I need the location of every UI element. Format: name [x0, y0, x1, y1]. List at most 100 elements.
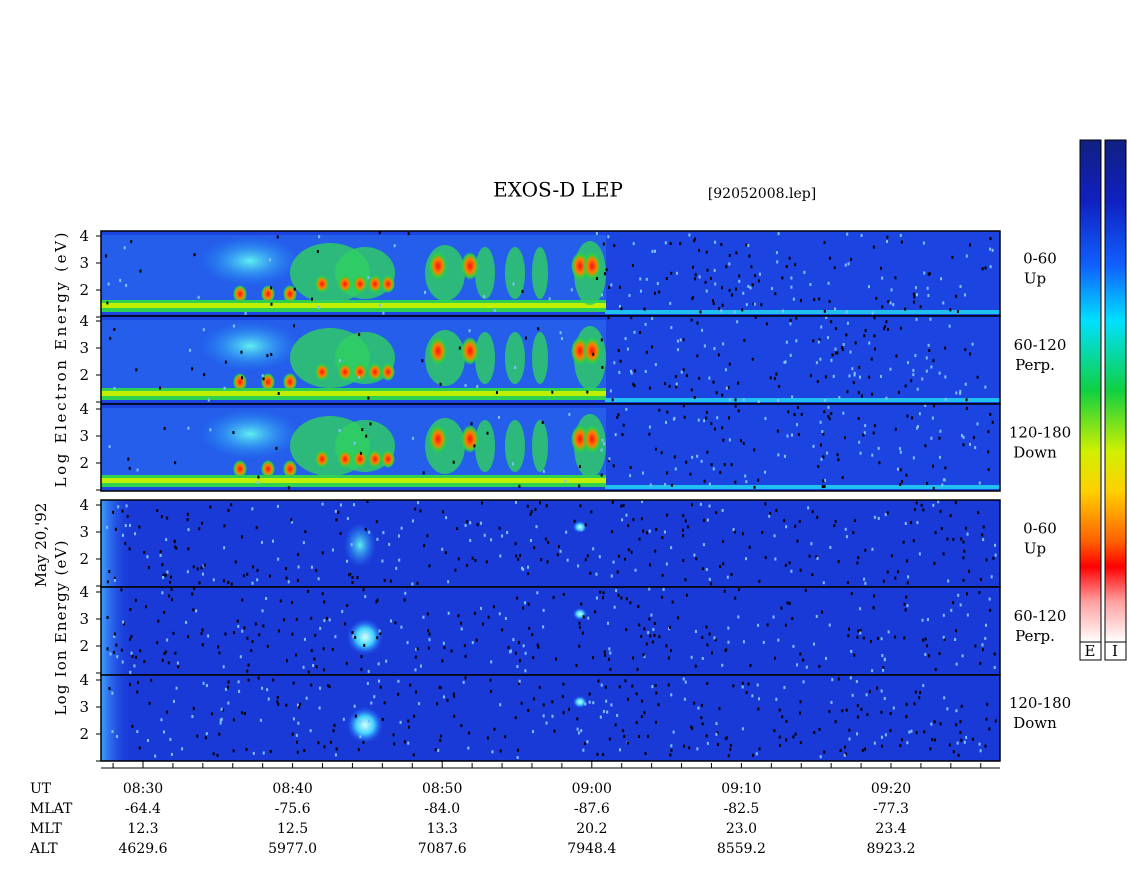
- noise: [514, 542, 517, 546]
- noise: [113, 634, 116, 638]
- noise: [295, 740, 298, 744]
- noise: [827, 281, 830, 285]
- noise: [727, 386, 730, 390]
- panel-background: [101, 675, 1000, 761]
- noise: [163, 652, 166, 656]
- noise: [706, 741, 709, 745]
- noise: [774, 656, 777, 660]
- noise: [904, 307, 907, 311]
- noise: [959, 731, 962, 735]
- noise: [230, 503, 233, 507]
- noise: [744, 474, 747, 478]
- noise: [776, 260, 779, 264]
- noise: [845, 535, 848, 539]
- noise: [366, 682, 369, 686]
- noise: [663, 382, 666, 386]
- noise: [398, 558, 401, 562]
- noise: [504, 735, 507, 739]
- noise: [961, 654, 964, 658]
- noise: [232, 718, 235, 722]
- row-value: 09:00: [572, 781, 612, 797]
- noise: [969, 442, 972, 446]
- band: [605, 485, 1000, 489]
- noise: [964, 293, 967, 297]
- row-value: 20.2: [576, 821, 607, 837]
- noise: [799, 568, 802, 572]
- noise: [880, 744, 883, 748]
- noise: [923, 730, 926, 734]
- noise: [685, 460, 688, 464]
- noise: [304, 530, 307, 534]
- noise: [240, 535, 243, 539]
- noise: [910, 379, 913, 383]
- noise: [232, 631, 235, 635]
- noise: [349, 572, 352, 576]
- noise: [173, 540, 176, 544]
- noise: [189, 348, 192, 352]
- noise: [924, 444, 927, 448]
- noise: [466, 563, 469, 567]
- noise: [677, 616, 680, 620]
- noise: [603, 653, 606, 657]
- noise: [317, 577, 320, 581]
- noise: [873, 316, 876, 320]
- noise: [726, 575, 729, 579]
- noise: [271, 539, 274, 543]
- noise: [857, 556, 860, 560]
- noise: [695, 557, 698, 561]
- noise: [830, 700, 833, 704]
- noise: [807, 506, 810, 510]
- noise: [616, 713, 619, 717]
- noise: [170, 598, 173, 602]
- noise: [677, 348, 680, 352]
- noise: [778, 384, 781, 388]
- noise: [325, 616, 328, 620]
- noise: [843, 753, 846, 757]
- noise: [309, 729, 312, 733]
- noise: [483, 533, 486, 537]
- row-value: 09:20: [871, 781, 911, 797]
- noise: [702, 518, 705, 522]
- noise: [106, 525, 109, 529]
- noise: [790, 285, 793, 289]
- noise: [699, 502, 702, 506]
- noise: [603, 650, 606, 654]
- noise: [741, 727, 744, 731]
- noise: [665, 644, 668, 648]
- noise: [760, 303, 763, 307]
- feature: [532, 332, 548, 384]
- noise: [626, 741, 629, 745]
- noise: [828, 417, 831, 421]
- noise: [411, 582, 414, 586]
- noise: [106, 580, 109, 584]
- noise: [675, 382, 678, 386]
- noise: [312, 663, 315, 667]
- noise: [753, 448, 756, 452]
- noise: [303, 748, 306, 752]
- noise: [883, 325, 886, 329]
- noise: [661, 535, 664, 539]
- noise: [456, 527, 459, 531]
- noise: [237, 624, 240, 628]
- noise: [708, 376, 711, 380]
- noise: [613, 605, 616, 609]
- noise: [784, 623, 787, 627]
- noise: [277, 557, 280, 561]
- noise: [648, 587, 651, 591]
- noise: [802, 680, 805, 684]
- noise: [658, 290, 661, 294]
- noise: [942, 301, 945, 305]
- noise: [616, 415, 619, 419]
- noise: [986, 702, 989, 706]
- noise: [926, 618, 929, 622]
- noise: [112, 650, 115, 654]
- noise: [877, 446, 880, 450]
- noise: [227, 580, 230, 584]
- noise: [727, 640, 730, 644]
- noise: [739, 439, 742, 443]
- noise: [944, 397, 947, 401]
- noise: [794, 524, 797, 528]
- noise: [634, 369, 637, 373]
- noise: [318, 706, 321, 710]
